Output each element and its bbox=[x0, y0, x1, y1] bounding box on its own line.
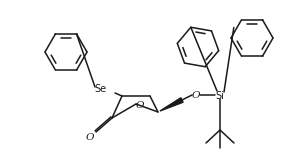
Text: Se: Se bbox=[94, 84, 106, 94]
Text: Si: Si bbox=[215, 91, 224, 101]
Text: O: O bbox=[192, 91, 200, 100]
Polygon shape bbox=[160, 98, 183, 111]
Text: O: O bbox=[86, 132, 94, 142]
Text: O: O bbox=[136, 101, 144, 111]
